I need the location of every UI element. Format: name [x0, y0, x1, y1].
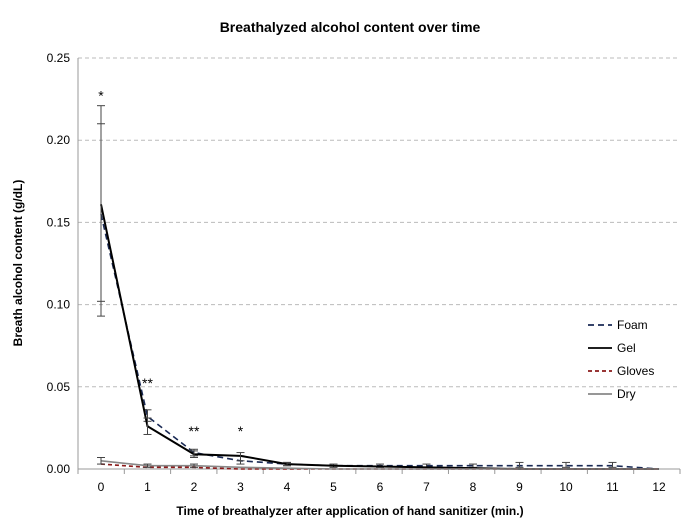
x-tick-label: 9 [516, 480, 523, 494]
x-tick-label: 10 [559, 480, 573, 494]
y-tick-label: 0.15 [47, 215, 71, 229]
x-tick-label: 1 [144, 480, 151, 494]
x-tick-label: 3 [237, 480, 244, 494]
x-tick-label: 7 [423, 480, 430, 494]
y-tick-label: 0.20 [47, 133, 71, 147]
legend-label: Dry [617, 387, 636, 401]
x-tick-label: 4 [284, 480, 291, 494]
significance-marker: * [238, 423, 244, 439]
y-tick-label: 0.05 [47, 380, 71, 394]
x-tick-label: 8 [470, 480, 477, 494]
significance-marker: ** [189, 423, 200, 439]
legend-label: Foam [617, 318, 648, 332]
series-line-gel [100, 204, 659, 470]
x-tick-label: 11 [606, 480, 619, 494]
legend-label: Gel [617, 341, 636, 355]
x-axis-label: Time of breathalyzer after application o… [176, 504, 523, 518]
y-tick-label: 0.25 [47, 51, 71, 65]
x-tick-label: 6 [377, 480, 384, 494]
x-tick-label: 2 [191, 480, 198, 494]
y-axis-label: Breath alcohol content (g/dL) [11, 180, 25, 347]
y-tick-label: 0.00 [47, 462, 71, 476]
y-tick-label: 0.10 [47, 298, 71, 312]
significance-marker: * [98, 88, 104, 104]
x-tick-label: 5 [330, 480, 337, 494]
legend-label: Gloves [617, 364, 654, 378]
x-tick-label: 0 [98, 480, 105, 494]
series-line-foam [100, 214, 660, 470]
chart-title: Breathalyzed alcohol content over time [220, 19, 481, 35]
x-tick-label: 12 [652, 480, 666, 494]
significance-marker: ** [142, 375, 153, 391]
